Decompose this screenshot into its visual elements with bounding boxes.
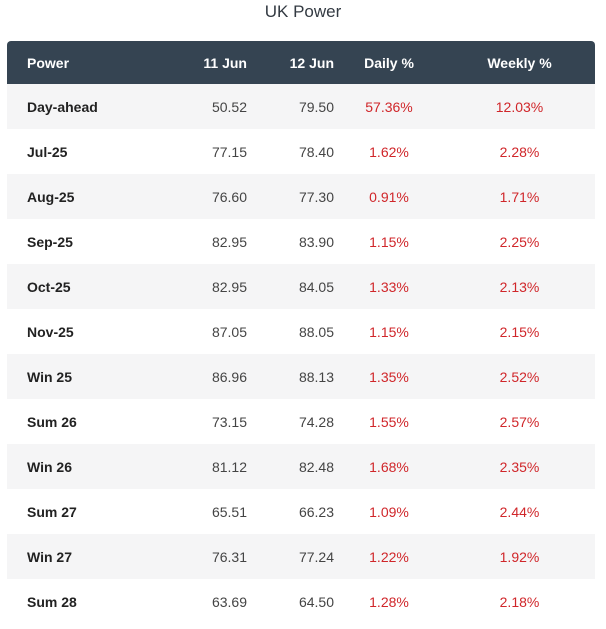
row-label: Sum 27 [27, 503, 77, 520]
cell-daily-pct: 1.15% [369, 233, 409, 250]
row-label: Oct-25 [27, 278, 71, 295]
cell-date-1: 73.15 [211, 413, 247, 430]
row-label: Aug-25 [27, 188, 75, 205]
cell-weekly-pct: 2.28% [499, 143, 540, 160]
row-label: Nov-25 [27, 323, 74, 340]
cell-daily-pct: 1.15% [369, 323, 409, 340]
cell-date-2: 83.90 [298, 233, 334, 250]
table-row: Win 25 86.96 88.13 1.35% 2.52% [7, 354, 595, 399]
cell-date-2: 82.48 [298, 458, 334, 475]
row-label: Jul-25 [27, 143, 68, 160]
cell-date-2: 66.23 [298, 503, 334, 520]
cell-date-1: 87.05 [211, 323, 247, 340]
table-row: Win 26 81.12 82.48 1.68% 2.35% [7, 444, 595, 489]
cell-date-1: 65.51 [211, 503, 247, 520]
table-row: Sep-25 82.95 83.90 1.15% 2.25% [7, 219, 595, 264]
cell-date-1: 81.12 [211, 458, 247, 475]
table-row: Jul-25 77.15 78.40 1.62% 2.28% [7, 129, 595, 174]
table-header: Power 11 Jun 12 Jun Daily % Weekly % [7, 41, 595, 84]
header-power: Power [27, 54, 70, 71]
cell-date-1: 63.69 [211, 593, 247, 610]
cell-daily-pct: 1.55% [369, 413, 409, 430]
table-row: Sum 28 63.69 64.50 1.28% 2.18% [7, 579, 595, 624]
cell-weekly-pct: 2.52% [499, 368, 540, 385]
row-label: Sum 28 [27, 593, 77, 610]
cell-date-2: 77.30 [298, 188, 334, 205]
cell-weekly-pct: 2.57% [499, 413, 540, 430]
cell-daily-pct: 1.33% [369, 278, 409, 295]
cell-weekly-pct: 2.18% [499, 593, 540, 610]
row-label: Day-ahead [27, 98, 98, 115]
cell-date-2: 88.05 [298, 323, 334, 340]
cell-date-2: 78.40 [298, 143, 334, 160]
cell-weekly-pct: 2.44% [499, 503, 540, 520]
cell-daily-pct: 1.22% [369, 548, 409, 565]
header-date-1: 11 Jun [203, 54, 247, 71]
cell-weekly-pct: 2.15% [499, 323, 540, 340]
cell-daily-pct: 1.35% [369, 368, 409, 385]
cell-weekly-pct: 12.03% [495, 98, 544, 115]
cell-date-2: 77.24 [298, 548, 334, 565]
table-row: Oct-25 82.95 84.05 1.33% 2.13% [7, 264, 595, 309]
table-row: Win 27 76.31 77.24 1.22% 1.92% [7, 534, 595, 579]
table-row: Sum 27 65.51 66.23 1.09% 2.44% [7, 489, 595, 534]
cell-date-1: 82.95 [211, 233, 247, 250]
header-weekly-pct: Weekly % [487, 54, 552, 71]
cell-daily-pct: 0.91% [369, 188, 409, 205]
table-row: Nov-25 87.05 88.05 1.15% 2.15% [7, 309, 595, 354]
cell-daily-pct: 1.68% [369, 458, 409, 475]
cell-date-2: 79.50 [298, 98, 334, 115]
cell-daily-pct: 1.28% [369, 593, 409, 610]
header-daily-pct: Daily % [364, 54, 414, 71]
cell-date-1: 82.95 [211, 278, 247, 295]
row-label: Win 25 [27, 368, 72, 385]
cell-date-2: 84.05 [298, 278, 334, 295]
header-date-2: 12 Jun [289, 54, 334, 71]
cell-daily-pct: 57.36% [365, 98, 413, 115]
cell-date-1: 50.52 [211, 98, 247, 115]
cell-weekly-pct: 1.92% [499, 548, 540, 565]
cell-weekly-pct: 2.13% [499, 278, 540, 295]
cell-date-1: 76.31 [211, 548, 247, 565]
table-row: Day-ahead 50.52 79.50 57.36% 12.03% [7, 84, 595, 129]
row-label: Win 26 [27, 458, 72, 475]
table-title: UK Power [264, 2, 342, 21]
table-body: Day-ahead 50.52 79.50 57.36% 12.03% Jul-25 77.… [7, 84, 595, 624]
cell-date-2: 74.28 [298, 413, 334, 430]
cell-date-2: 88.13 [298, 368, 334, 385]
cell-weekly-pct: 2.25% [499, 233, 540, 250]
cell-date-1: 76.60 [211, 188, 247, 205]
cell-date-1: 86.96 [211, 368, 247, 385]
cell-weekly-pct: 1.71% [499, 188, 540, 205]
row-label: Sep-25 [27, 233, 73, 250]
table-row: Sum 26 73.15 74.28 1.55% 2.57% [7, 399, 595, 444]
row-label: Win 27 [27, 548, 72, 565]
cell-daily-pct: 1.62% [369, 143, 409, 160]
cell-weekly-pct: 2.35% [499, 458, 540, 475]
cell-date-1: 77.15 [211, 143, 247, 160]
cell-date-2: 64.50 [298, 593, 334, 610]
price-table: Power 11 Jun 12 Jun Daily % Weekly % Day… [7, 41, 595, 624]
cell-daily-pct: 1.09% [369, 503, 409, 520]
table-row: Aug-25 76.60 77.30 0.91% 1.71% [7, 174, 595, 219]
row-label: Sum 26 [27, 413, 77, 430]
